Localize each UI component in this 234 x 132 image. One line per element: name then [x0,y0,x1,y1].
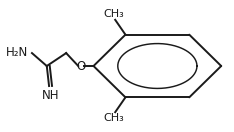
Text: CH₃: CH₃ [104,8,124,18]
Text: H₂N: H₂N [6,46,29,59]
Text: CH₃: CH₃ [104,114,124,124]
Text: NH: NH [41,89,59,102]
Text: O: O [76,60,86,72]
